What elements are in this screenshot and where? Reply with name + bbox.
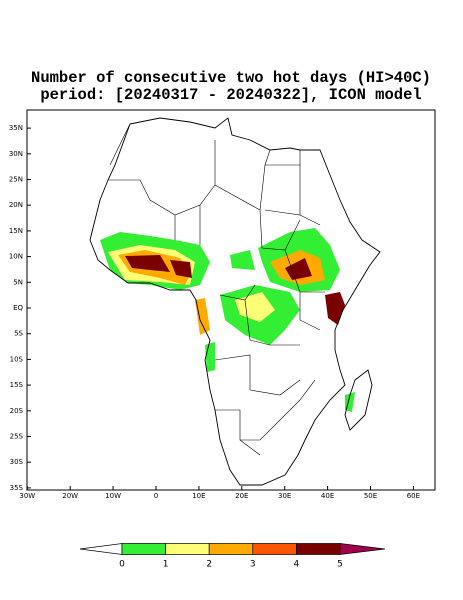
map-frame [26,109,436,491]
lat-tick-label: 35N [9,124,23,132]
colorbar-label: 3 [250,560,256,570]
lat-tick-label: 35S [10,484,24,492]
colorbar-over [339,543,386,555]
title-line: Number of consecutive two hot days (HI>4… [31,69,431,87]
lat-tick-label: 15S [10,381,24,389]
colorbar-segment [208,543,254,555]
lat-tick-label: 10S [10,355,24,363]
lon-tick-label: 20W [62,492,78,500]
lat-tick-label: EQ [13,304,23,312]
colorbar-segment [252,543,297,555]
lon-tick-label: 30W [19,492,35,500]
colorbar-segment [165,543,210,555]
lat-tick-label: 15N [9,227,23,235]
lon-tick-label: 40E [321,492,334,500]
lat-tick-label: 25N [9,176,23,184]
title-line: period: [20240317 - 20240322], ICON mode… [40,86,421,104]
lon-tick-label: 10W [105,492,121,500]
lon-tick-label: 50E [364,492,377,500]
colorbar-under [79,543,123,555]
lat-tick-label: 10N [9,253,23,261]
lon-tick-label: 30E [278,492,291,500]
lat-tick-label: 30N [9,150,23,158]
colorbar-label: 2 [206,560,212,570]
lat-tick-label: 20N [9,201,23,209]
lon-tick-label: 60E [407,492,420,500]
colorbar-label: 4 [294,560,300,570]
colorbar-label: 1 [163,560,169,570]
coastlines [89,117,381,486]
lon-tick-label: 0 [154,492,158,500]
colorbar-segment [296,543,341,555]
lat-tick-label: 5S [14,330,23,338]
colorbar-label: 5 [337,560,343,570]
lat-tick-label: 20S [10,407,24,415]
lat-tick-label: 5N [13,278,23,286]
lon-tick-label: 10E [192,492,205,500]
lon-tick-label: 20E [235,492,248,500]
lat-tick-label: 30S [10,458,24,466]
hot-day-patches [100,228,355,412]
colorbar-segment [121,543,166,555]
lat-tick-label: 25S [10,433,24,441]
colorbar-label: 0 [119,560,125,570]
